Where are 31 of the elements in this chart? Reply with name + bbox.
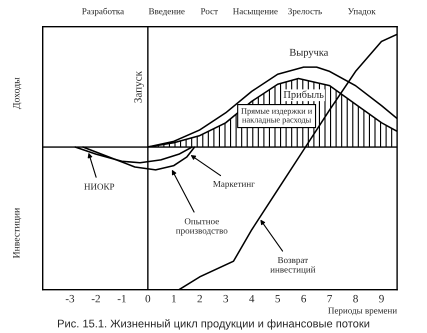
x-tick-label: -3	[66, 294, 74, 302]
x-tick-label: 5	[276, 295, 280, 302]
annotation: Прямые издержки и накладные расходы	[241, 108, 312, 124]
annotation: НИОКР	[84, 184, 114, 190]
annotation: Выручка	[290, 48, 328, 58]
y-axis-title: Доходы	[13, 78, 22, 110]
ref-line-label: Запуск	[134, 70, 144, 103]
x-tick-label: 0	[146, 294, 150, 302]
text: Упадок	[348, 8, 376, 16]
x-tick-label: 8	[353, 294, 358, 302]
x-tick-label: 2	[197, 294, 202, 302]
x-tick-label: 7	[328, 295, 332, 302]
annotation: Прибыль	[284, 90, 324, 100]
text: Рост	[200, 8, 218, 14]
annotation: Опытное производство	[176, 218, 228, 236]
text: Насыщение	[232, 8, 278, 16]
x-tick-label: -2	[92, 294, 100, 302]
x-tick-label: -1	[118, 294, 126, 302]
annotation: Маркетинг	[213, 180, 255, 189]
annotation: Возврат инвестиций	[270, 257, 316, 274]
x-tick-label: 1	[172, 294, 176, 302]
x-tick-label: 6	[301, 294, 306, 302]
text: Разработка	[82, 8, 124, 16]
text: Зрелость	[288, 8, 322, 16]
text: Инвестиции	[13, 208, 22, 258]
text: Введение	[148, 8, 185, 16]
x-tick-label: 9	[379, 294, 384, 302]
x-axis-title: Периоды времени	[328, 308, 397, 316]
x-tick-label: 3	[224, 294, 228, 302]
text: Рис. 15.1. Жизненный цикл продукции и финансовые потоки	[58, 319, 370, 330]
x-tick-label: 4	[249, 294, 254, 302]
